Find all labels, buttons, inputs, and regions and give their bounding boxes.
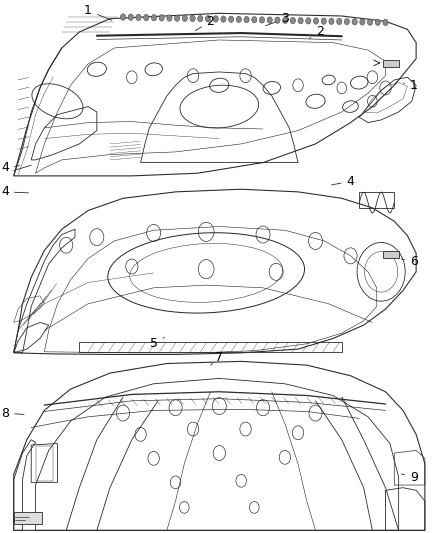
Circle shape bbox=[306, 18, 311, 24]
Circle shape bbox=[213, 16, 218, 22]
Circle shape bbox=[290, 17, 296, 23]
Circle shape bbox=[259, 17, 265, 23]
Circle shape bbox=[182, 15, 187, 21]
Circle shape bbox=[367, 19, 373, 25]
Polygon shape bbox=[383, 60, 399, 67]
Text: 2: 2 bbox=[309, 26, 324, 38]
Circle shape bbox=[159, 14, 164, 21]
Circle shape bbox=[128, 14, 134, 20]
Circle shape bbox=[144, 14, 149, 21]
Circle shape bbox=[383, 19, 388, 26]
Circle shape bbox=[120, 14, 126, 20]
Circle shape bbox=[244, 17, 249, 23]
Circle shape bbox=[174, 15, 180, 21]
Text: 1: 1 bbox=[84, 4, 112, 20]
Text: 3: 3 bbox=[266, 12, 289, 26]
Text: 4: 4 bbox=[1, 185, 28, 198]
Text: 4: 4 bbox=[1, 161, 20, 174]
Circle shape bbox=[198, 15, 203, 22]
Text: 6: 6 bbox=[401, 255, 418, 268]
Circle shape bbox=[236, 16, 241, 22]
Text: 9: 9 bbox=[401, 471, 418, 483]
Circle shape bbox=[360, 19, 365, 25]
Text: 8: 8 bbox=[1, 407, 24, 419]
Circle shape bbox=[167, 15, 172, 21]
Circle shape bbox=[252, 17, 257, 23]
Circle shape bbox=[321, 18, 326, 25]
Circle shape bbox=[336, 18, 342, 25]
Circle shape bbox=[283, 17, 288, 23]
Circle shape bbox=[136, 14, 141, 21]
Circle shape bbox=[190, 15, 195, 22]
Text: 7: 7 bbox=[211, 351, 223, 365]
Circle shape bbox=[151, 14, 156, 21]
Circle shape bbox=[344, 19, 350, 25]
Circle shape bbox=[375, 19, 381, 26]
Text: 1: 1 bbox=[403, 79, 418, 92]
Circle shape bbox=[267, 17, 272, 23]
Polygon shape bbox=[383, 251, 399, 258]
Text: 4: 4 bbox=[332, 175, 354, 188]
Circle shape bbox=[275, 17, 280, 23]
Circle shape bbox=[205, 15, 211, 22]
Text: 5: 5 bbox=[150, 337, 164, 350]
Circle shape bbox=[314, 18, 319, 24]
Polygon shape bbox=[14, 512, 42, 524]
Circle shape bbox=[329, 18, 334, 25]
Circle shape bbox=[298, 18, 303, 24]
Circle shape bbox=[229, 16, 234, 22]
Circle shape bbox=[221, 16, 226, 22]
Text: 2: 2 bbox=[195, 15, 215, 30]
Circle shape bbox=[352, 19, 357, 25]
